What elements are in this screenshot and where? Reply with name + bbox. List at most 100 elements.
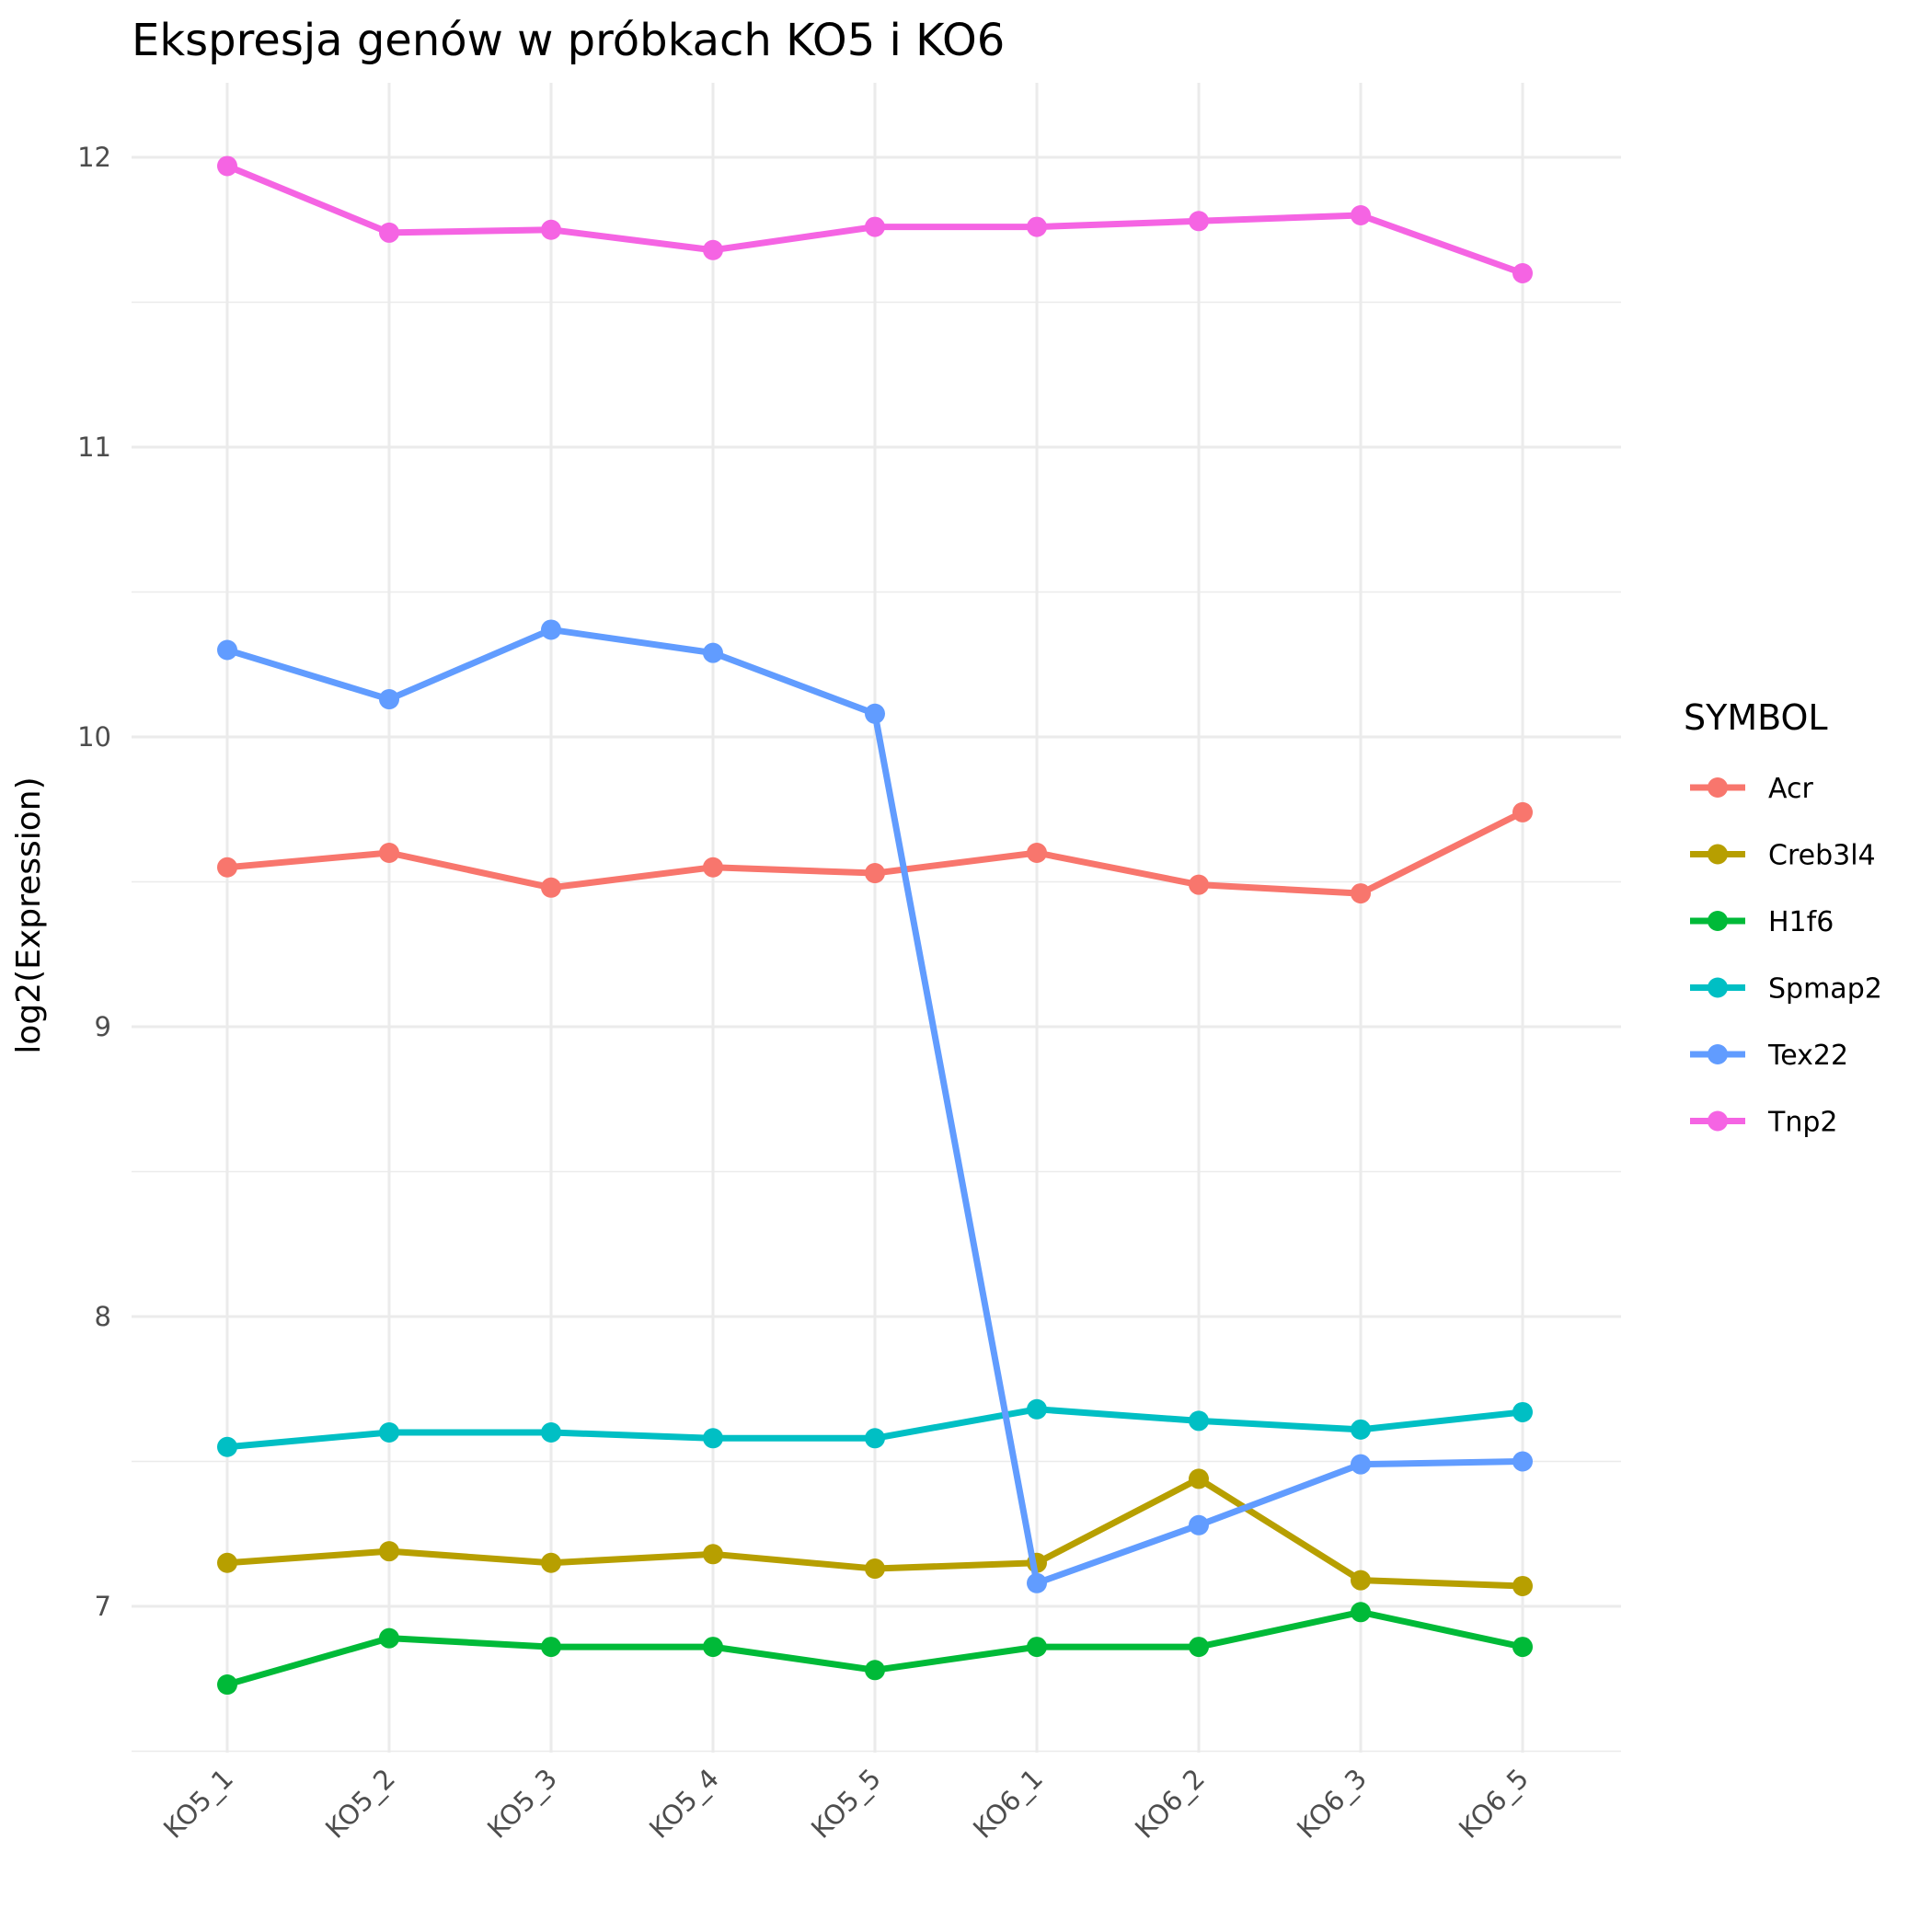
data-point xyxy=(1351,205,1371,225)
x-tick-label: KO6_2 xyxy=(1129,1763,1211,1845)
y-tick-label: 10 xyxy=(77,721,111,753)
data-point xyxy=(1189,1410,1209,1432)
data-point xyxy=(865,703,885,724)
data-point xyxy=(1512,1575,1533,1596)
series-tnp2 xyxy=(217,155,1533,283)
y-axis-ticks: 7 8 9 10 11 12 xyxy=(77,142,111,1622)
legend-label: H1f6 xyxy=(1768,906,1834,938)
legend-label: Spmap2 xyxy=(1768,973,1882,1006)
data-point xyxy=(703,642,723,663)
series-acr xyxy=(217,801,1533,904)
data-point xyxy=(1027,1572,1047,1593)
data-point xyxy=(379,689,399,710)
data-point xyxy=(1512,1451,1533,1472)
data-point xyxy=(541,619,561,640)
data-point xyxy=(1027,1637,1047,1658)
legend-key-point xyxy=(1708,777,1728,798)
data-point xyxy=(1351,1419,1371,1440)
data-point xyxy=(217,1436,237,1457)
data-point xyxy=(541,877,561,898)
y-tick-label: 7 xyxy=(95,1591,111,1622)
data-point xyxy=(1351,1570,1371,1591)
data-point xyxy=(1189,1637,1209,1658)
legend-item: Tnp2 xyxy=(1690,1107,1837,1139)
data-point xyxy=(1512,1401,1533,1422)
data-point xyxy=(379,843,399,863)
data-point xyxy=(379,1422,399,1443)
data-point xyxy=(1189,874,1209,895)
legend-item: Tex22 xyxy=(1690,1040,1848,1072)
data-point xyxy=(865,863,885,884)
data-point xyxy=(1351,1454,1371,1475)
data-point xyxy=(1512,263,1533,283)
x-axis-ticks: KO5_1 KO5_2 KO5_3 KO5_4 KO5_5 KO6_1 KO6_2 KO6_3… xyxy=(157,1763,1535,1845)
x-tick-label: KO5_2 xyxy=(319,1763,401,1845)
legend-title: SYMBOL xyxy=(1684,697,1828,738)
legend-item: Acr xyxy=(1690,773,1813,805)
data-point xyxy=(541,1552,561,1573)
legend-label: Tnp2 xyxy=(1767,1107,1837,1139)
data-point xyxy=(1512,1637,1533,1658)
x-tick-label: KO5_3 xyxy=(481,1763,563,1845)
data-point xyxy=(1512,801,1533,822)
data-point xyxy=(865,1428,885,1449)
data-point xyxy=(703,857,723,878)
data-point xyxy=(379,1627,399,1649)
data-point xyxy=(865,1558,885,1580)
legend-key-point xyxy=(1708,977,1728,998)
data-point xyxy=(1027,843,1047,863)
legend-key-point xyxy=(1708,844,1728,865)
legend-item: Creb3l4 xyxy=(1690,840,1876,872)
data-point xyxy=(1189,1468,1209,1489)
data-point xyxy=(379,1541,399,1562)
data-point xyxy=(865,216,885,237)
y-tick-label: 9 xyxy=(95,1011,111,1042)
series-h1f6 xyxy=(217,1602,1533,1696)
legend-label: Acr xyxy=(1768,773,1813,805)
x-tick-label: KO5_4 xyxy=(643,1763,725,1845)
y-tick-label: 12 xyxy=(77,142,111,173)
data-point xyxy=(541,1637,561,1658)
series-tex22 xyxy=(217,619,1533,1593)
y-tick-label: 8 xyxy=(95,1301,111,1332)
legend-label: Tex22 xyxy=(1767,1040,1848,1072)
data-point xyxy=(541,219,561,240)
data-point xyxy=(217,155,237,177)
x-tick-label: KO5_5 xyxy=(805,1763,887,1845)
x-tick-label: KO6_5 xyxy=(1453,1763,1535,1845)
data-point xyxy=(1351,1602,1371,1623)
data-point xyxy=(703,1544,723,1565)
y-tick-label: 11 xyxy=(77,431,111,463)
x-tick-label: KO5_1 xyxy=(157,1763,239,1845)
legend-item: Spmap2 xyxy=(1690,973,1882,1006)
data-point xyxy=(1351,883,1371,904)
legend: SYMBOL Acr Creb3l4 H1f6 Spmap2 Tex22 Tnp2 xyxy=(1684,697,1882,1139)
data-point xyxy=(1027,1398,1047,1420)
data-point xyxy=(703,239,723,260)
data-point xyxy=(1189,211,1209,232)
x-tick-label: KO6_3 xyxy=(1291,1763,1373,1845)
data-point xyxy=(217,1674,237,1696)
data-point xyxy=(541,1422,561,1443)
data-point xyxy=(217,1552,237,1573)
series-group xyxy=(217,155,1533,1696)
legend-label: Creb3l4 xyxy=(1768,840,1876,872)
legend-key-point xyxy=(1708,1044,1728,1064)
data-point xyxy=(379,222,399,243)
data-point xyxy=(865,1660,885,1681)
data-point xyxy=(217,857,237,878)
legend-key-point xyxy=(1708,1110,1728,1132)
data-point xyxy=(217,639,237,661)
grid xyxy=(132,83,1621,1753)
data-point xyxy=(1027,216,1047,237)
legend-key-point xyxy=(1708,911,1728,931)
chart-title: Ekspresja genów w próbkach KO5 i KO6 xyxy=(132,15,1005,66)
data-point xyxy=(703,1428,723,1449)
x-tick-label: KO6_1 xyxy=(967,1763,1049,1845)
series-spmap2 xyxy=(217,1398,1533,1457)
data-point xyxy=(703,1637,723,1658)
y-axis-label: log2(Expression) xyxy=(10,776,48,1053)
legend-item: H1f6 xyxy=(1690,906,1834,938)
data-point xyxy=(1189,1514,1209,1535)
